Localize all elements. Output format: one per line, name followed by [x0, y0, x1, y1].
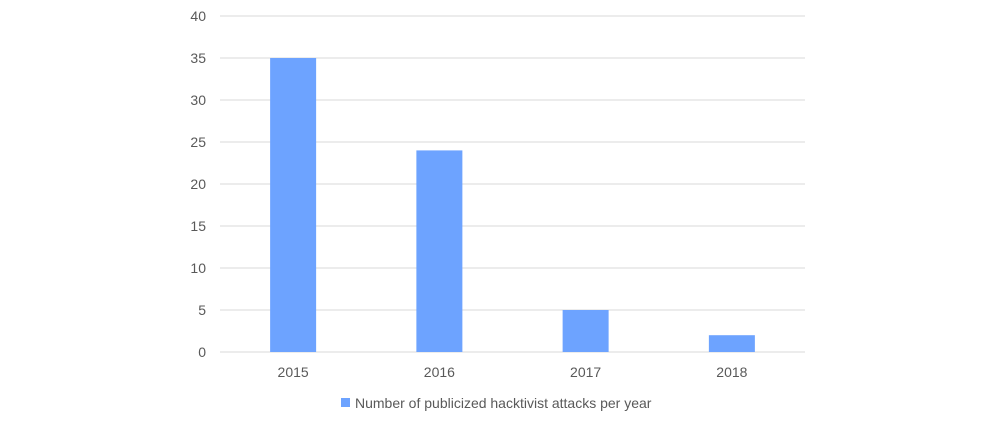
- y-tick-label: 35: [190, 50, 206, 66]
- y-axis-ticks: 0 5 10 15 20 25 30 35 40: [190, 8, 206, 360]
- legend-swatch: [341, 398, 350, 407]
- bar-2016: [416, 150, 463, 352]
- y-tick-label: 10: [190, 260, 206, 276]
- y-tick-label: 20: [190, 176, 206, 192]
- x-tick-label: 2017: [570, 364, 601, 380]
- y-tick-label: 5: [198, 302, 206, 318]
- x-axis-ticks: 2015 2016 2017 2018: [278, 364, 748, 380]
- y-tick-label: 40: [190, 8, 206, 24]
- legend: Number of publicized hacktivist attacks …: [341, 395, 652, 411]
- bar-2017: [562, 310, 609, 352]
- bar-2018: [708, 335, 755, 352]
- x-tick-label: 2018: [716, 364, 747, 380]
- x-tick-label: 2015: [278, 364, 309, 380]
- y-tick-label: 30: [190, 92, 206, 108]
- y-tick-label: 25: [190, 134, 206, 150]
- bars: [270, 58, 755, 352]
- gridlines: [220, 15, 805, 353]
- y-tick-label: 15: [190, 218, 206, 234]
- bar-2015: [270, 58, 317, 352]
- x-tick-label: 2016: [424, 364, 455, 380]
- y-tick-label: 0: [198, 344, 206, 360]
- legend-label: Number of publicized hacktivist attacks …: [355, 395, 652, 411]
